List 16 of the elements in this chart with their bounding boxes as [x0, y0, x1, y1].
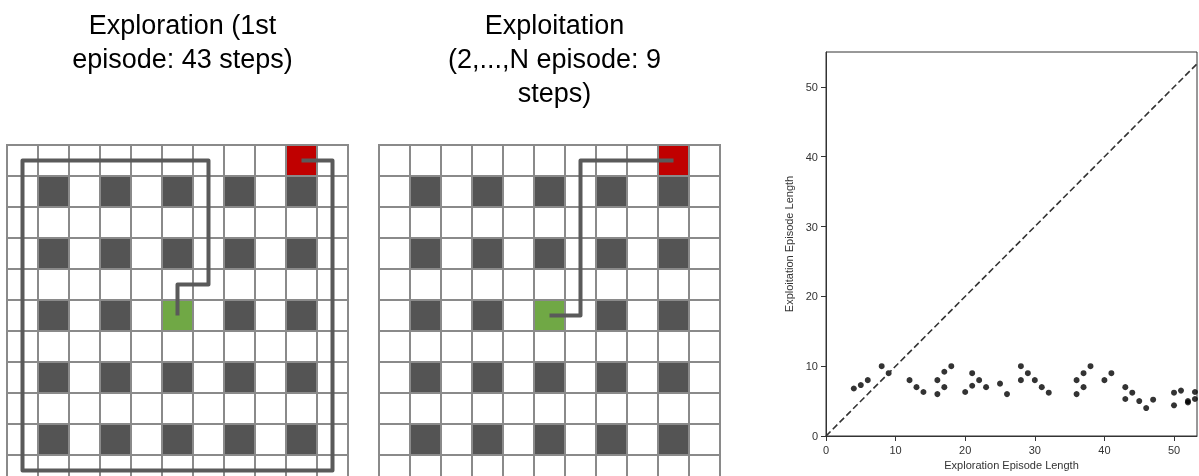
x-tick-label: 10	[889, 443, 902, 456]
y-tick-label: 40	[805, 150, 818, 163]
x-tick-label: 20	[959, 443, 972, 456]
y-tick-label: 0	[811, 430, 818, 442]
y-tick-label: 20	[805, 290, 818, 303]
y-tick-label: 50	[805, 80, 818, 93]
y-axis-title: Exploitation Episode Length	[783, 175, 796, 313]
text: Exploitation (2,...,N episode: 9 steps)	[446, 9, 663, 110]
y-tick-label: 30	[805, 220, 818, 233]
x-tick-label: 30	[1028, 443, 1041, 456]
x-tick-label: 40	[1098, 443, 1111, 456]
y-tick-label: 10	[805, 360, 818, 373]
x-tick-label: 0	[822, 443, 830, 456]
x-axis-title: Exploration Episode Length	[944, 459, 1079, 472]
text: Exploration (1st episode: 43 steps)	[71, 9, 294, 76]
x-tick-label: 50	[1167, 443, 1181, 456]
